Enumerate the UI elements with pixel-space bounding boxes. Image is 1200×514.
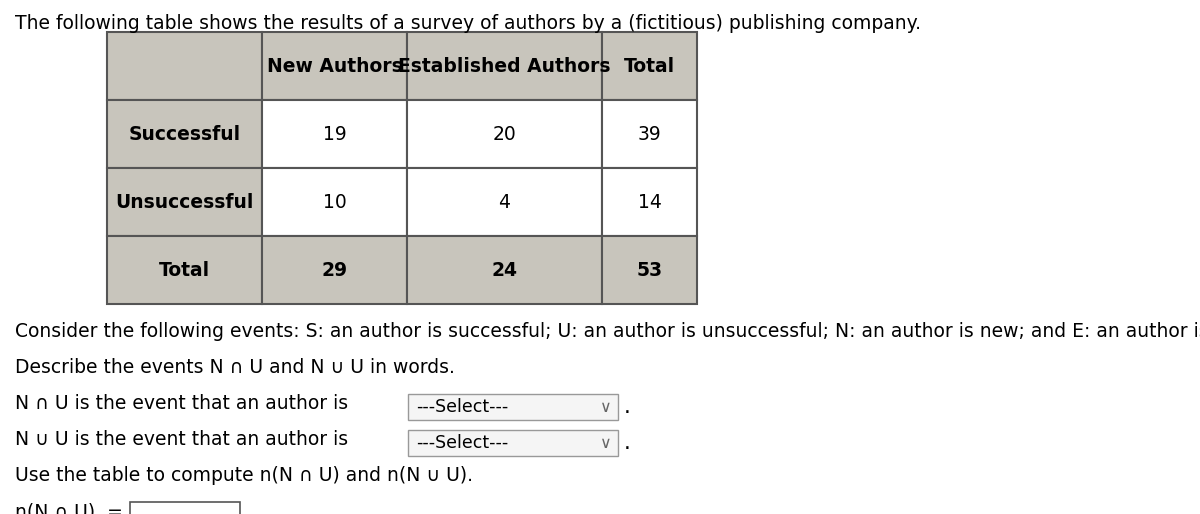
Text: 10: 10 [323,193,347,211]
Text: New Authors: New Authors [266,57,402,76]
Text: 29: 29 [322,261,348,280]
Bar [262,168,407,236]
Text: ---Select---: ---Select--- [416,398,509,416]
Text: .: . [624,397,631,417]
Bar [107,32,262,100]
Bar [107,236,262,304]
Bar [107,168,262,236]
Bar [107,100,262,168]
Text: 39: 39 [637,124,661,143]
Text: 53: 53 [636,261,662,280]
Bar [407,168,602,236]
Text: Use the table to compute n(N ∩ U) and n(N ∪ U).: Use the table to compute n(N ∩ U) and n(… [14,466,473,485]
Bar [408,430,618,456]
Bar [262,32,407,100]
Text: .: . [624,433,631,453]
Text: Total: Total [624,57,676,76]
Text: ∨: ∨ [600,435,612,450]
Text: Total: Total [158,261,210,280]
Bar [407,236,602,304]
Text: 24: 24 [492,261,517,280]
Text: N ∩ U is the event that an author is: N ∩ U is the event that an author is [14,394,348,413]
Text: n(N ∩ U)  =: n(N ∩ U) = [14,502,122,514]
Text: Established Authors: Established Authors [398,57,611,76]
Bar [602,32,697,100]
Text: Describe the events N ∩ U and N ∪ U in words.: Describe the events N ∩ U and N ∪ U in w… [14,358,455,377]
Text: 19: 19 [323,124,347,143]
Text: N ∪ U is the event that an author is: N ∪ U is the event that an author is [14,430,348,449]
Text: ∨: ∨ [600,399,612,414]
Bar [407,100,602,168]
Text: Unsuccessful: Unsuccessful [115,193,253,211]
Bar [130,502,240,514]
Bar [602,168,697,236]
Text: ---Select---: ---Select--- [416,434,509,452]
Text: Successful: Successful [128,124,240,143]
Text: 14: 14 [637,193,661,211]
Text: 4: 4 [498,193,510,211]
Bar [602,236,697,304]
Bar [407,32,602,100]
Text: 20: 20 [493,124,516,143]
Text: The following table shows the results of a survey of authors by a (fictitious) p: The following table shows the results of… [14,14,922,33]
Text: Consider the following events: S: an author is successful; U: an author is unsuc: Consider the following events: S: an aut… [14,322,1200,341]
Bar [602,100,697,168]
Bar [262,100,407,168]
Bar [408,394,618,420]
Bar [262,236,407,304]
